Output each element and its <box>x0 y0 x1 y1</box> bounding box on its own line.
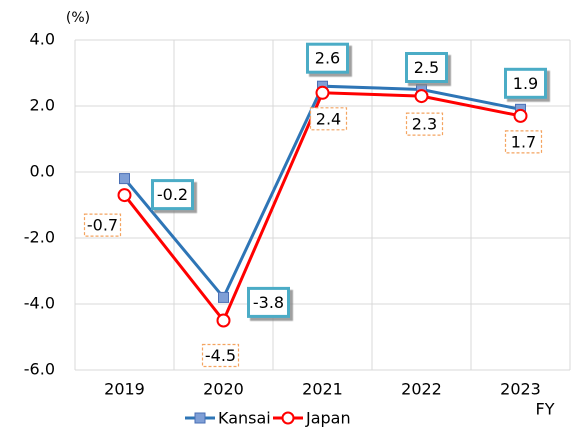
label-box <box>504 67 547 99</box>
legend-marker <box>194 412 206 424</box>
marker <box>117 188 132 203</box>
y-tick-label: 4.0 <box>30 30 55 49</box>
label-box <box>201 343 240 368</box>
x-tick-label: 2022 <box>401 380 442 399</box>
y-tick-label: 0.0 <box>30 162 55 181</box>
label-box <box>504 130 543 154</box>
data-label: 2.4 <box>316 109 341 128</box>
data-label: 2.6 <box>315 49 340 68</box>
label-box <box>405 112 444 136</box>
label-box <box>405 52 448 83</box>
marker <box>218 291 229 303</box>
x-tick-label: 2019 <box>104 380 145 399</box>
data-label: 1.9 <box>513 74 538 93</box>
y-tick-label: 2.0 <box>30 96 55 115</box>
y-tick-label: -2.0 <box>24 228 55 247</box>
data-label: -3.8 <box>253 293 284 312</box>
label-box <box>309 107 348 131</box>
data-label: -0.2 <box>157 185 188 204</box>
legend-label: Kansai <box>218 409 271 428</box>
marker <box>414 89 429 104</box>
data-label: -0.7 <box>87 216 118 235</box>
legend-marker <box>281 411 295 425</box>
x-tick-label: 2020 <box>203 380 244 399</box>
y-tick-label: -4.0 <box>24 294 55 313</box>
label-box <box>151 179 194 211</box>
label-box <box>306 42 349 74</box>
x-axis-label: FY <box>536 400 555 419</box>
label-box <box>247 286 290 318</box>
marker <box>315 85 330 100</box>
marker <box>119 173 130 185</box>
label-box <box>83 213 122 237</box>
y-unit: (%) <box>66 10 90 26</box>
marker <box>216 313 231 328</box>
legend-label: Japan <box>305 409 351 428</box>
data-label: 2.3 <box>412 115 437 134</box>
data-label: 2.5 <box>414 58 439 77</box>
y-tick-label: -6.0 <box>24 360 55 379</box>
marker <box>513 108 528 123</box>
data-label: -4.5 <box>205 346 236 365</box>
x-tick-label: 2023 <box>500 380 541 399</box>
x-tick-label: 2021 <box>302 380 343 399</box>
data-label: 1.7 <box>511 132 536 151</box>
